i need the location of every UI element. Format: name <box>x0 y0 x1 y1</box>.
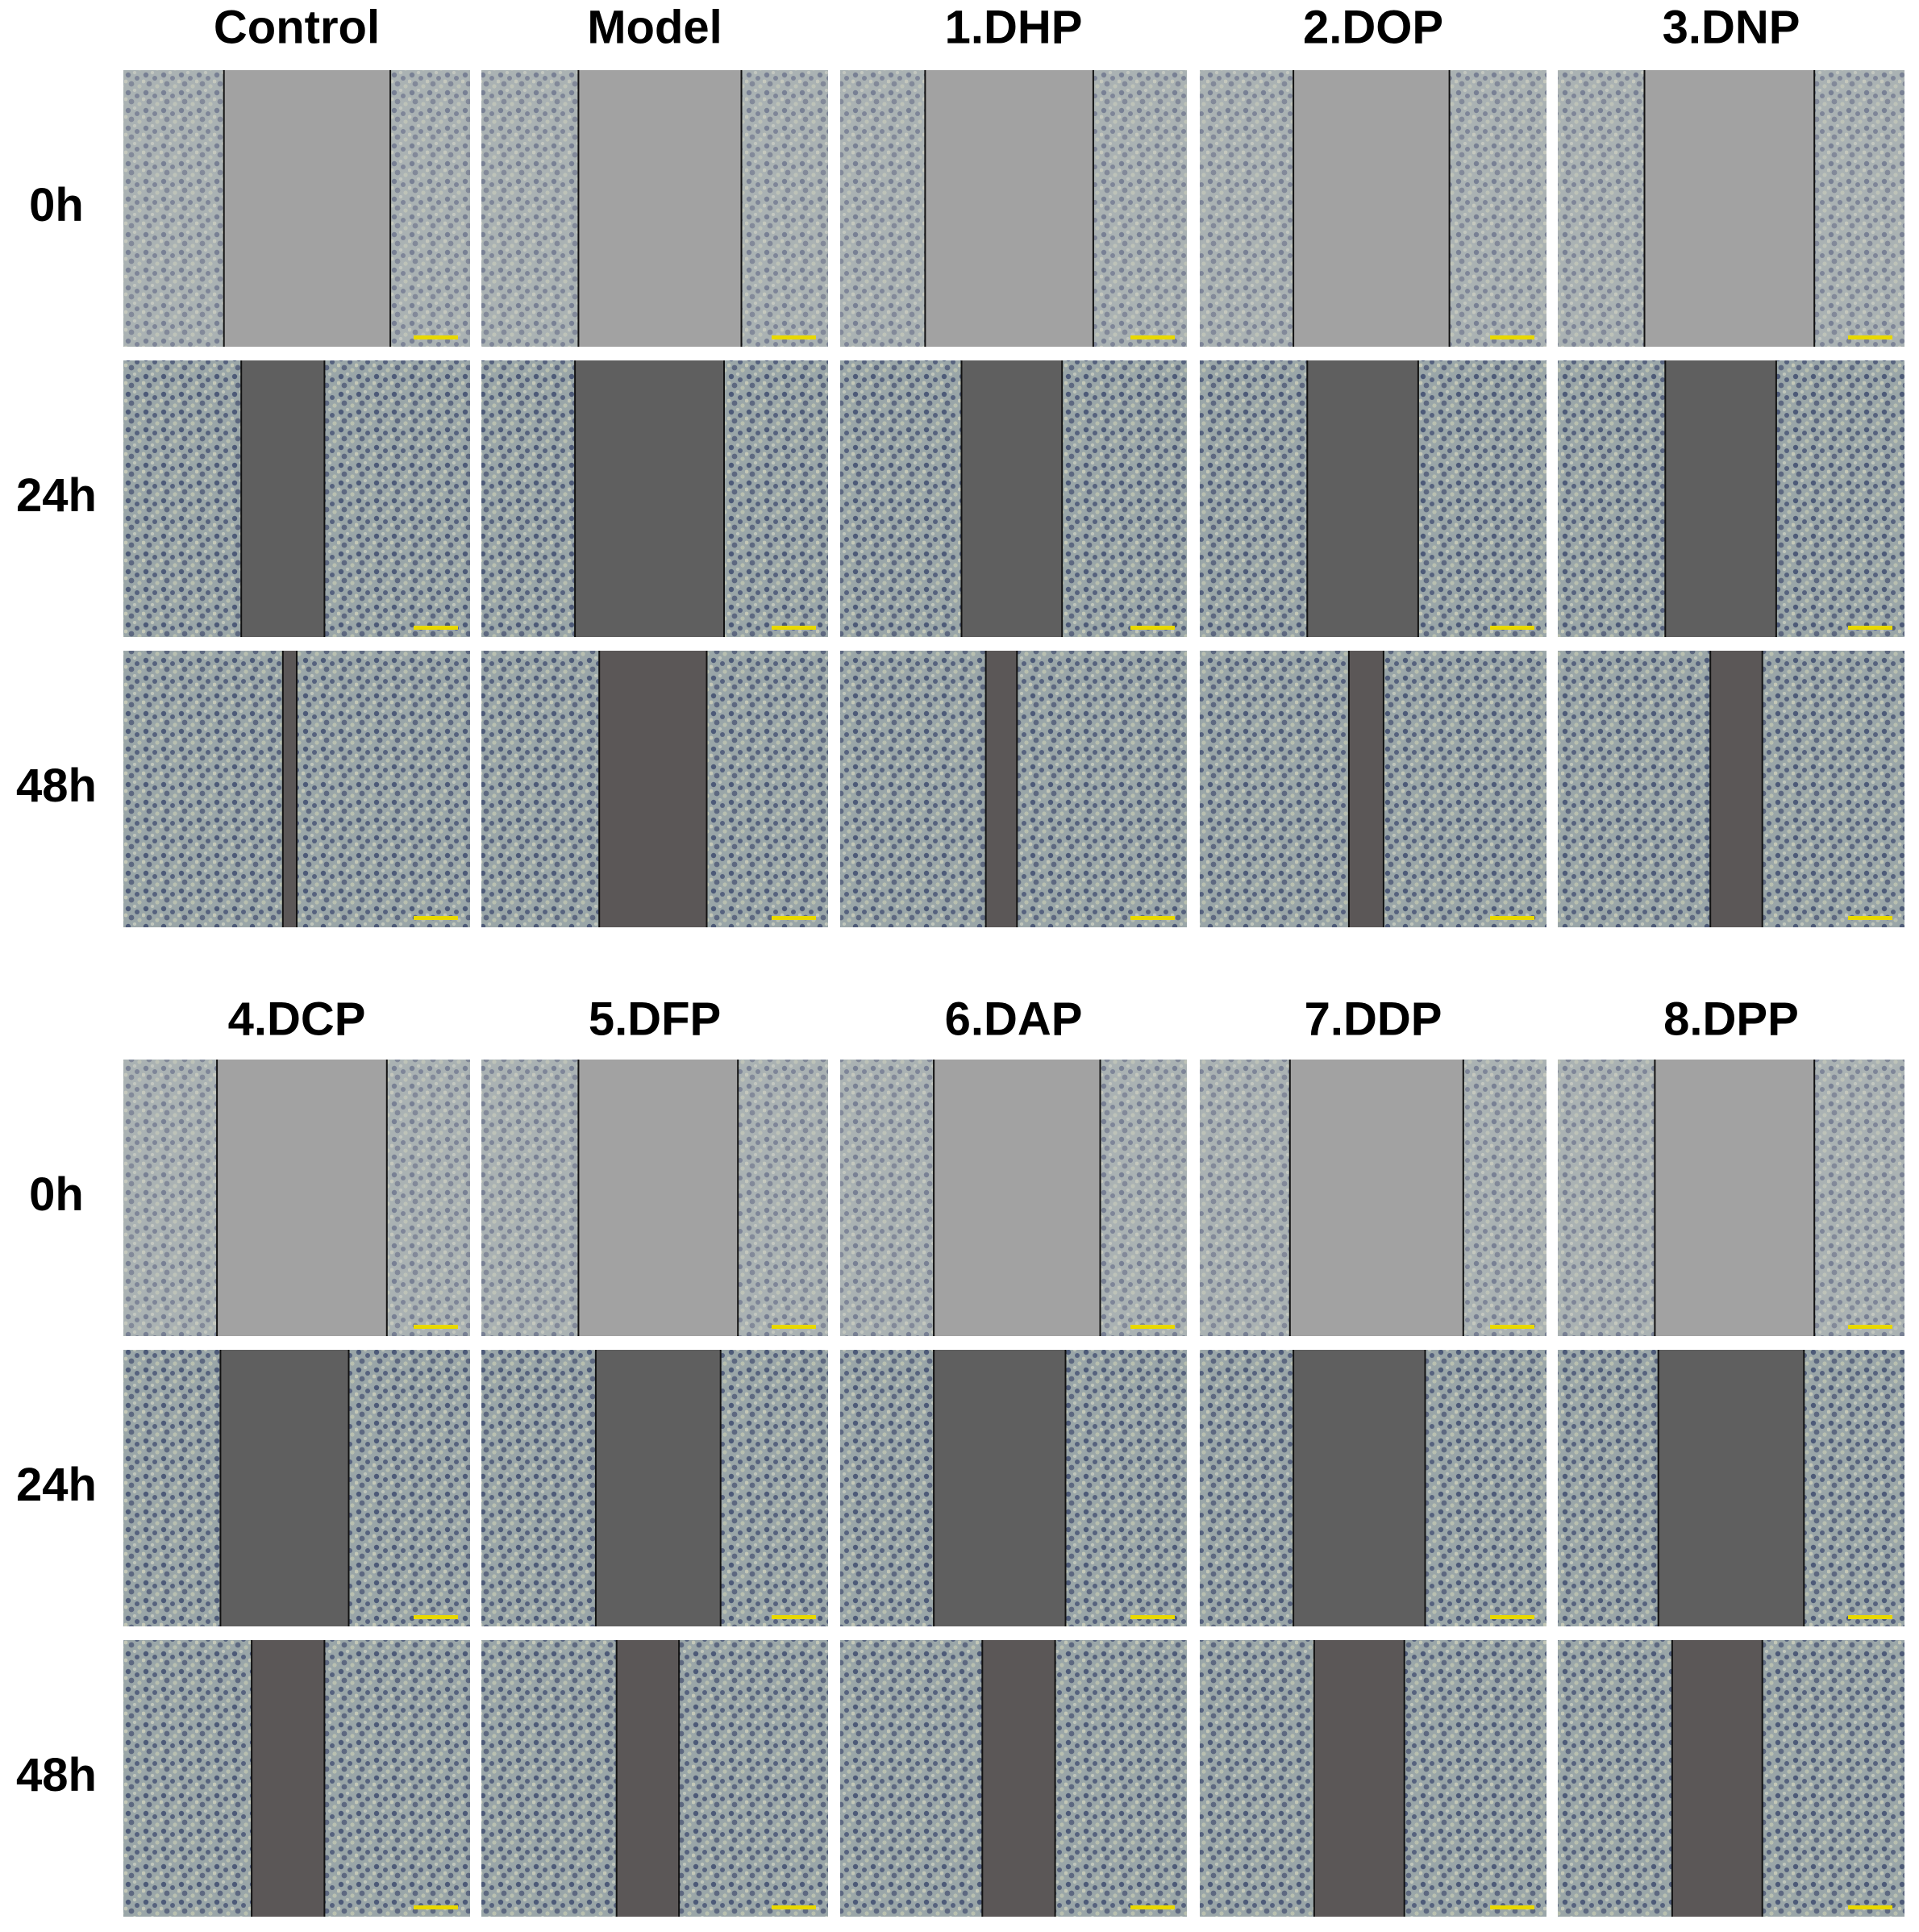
column-label: Model <box>587 1 722 53</box>
scratch-gap <box>223 70 391 347</box>
scale-bar <box>1490 1905 1534 1909</box>
row-label: 24h <box>16 469 97 522</box>
scale-bar <box>414 335 458 339</box>
row-label: 24h <box>16 1459 97 1511</box>
scratch-gap <box>252 1640 325 1917</box>
column-label: Control <box>214 1 380 53</box>
scale-bar <box>772 626 816 630</box>
scale-bar <box>1490 916 1534 920</box>
scale-bar <box>772 916 816 920</box>
column-label: 2.DOP <box>1303 1 1443 53</box>
scratch-gap <box>595 1350 721 1626</box>
scratch-gap <box>1313 1640 1405 1917</box>
column-label: 5.DFP <box>589 993 721 1045</box>
row-label: 0h <box>29 179 84 231</box>
scratch-gap <box>220 1350 349 1626</box>
scale-bar <box>1848 916 1892 920</box>
scratch-gap <box>985 651 1018 927</box>
scale-bar <box>1848 1325 1892 1329</box>
scale-bar <box>772 1325 816 1329</box>
column-label: 4.DCP <box>228 993 366 1045</box>
row-label: 0h <box>29 1168 84 1221</box>
scale-bar <box>1130 1615 1175 1619</box>
scale-bar <box>1130 916 1175 920</box>
scratch-gap <box>282 651 297 927</box>
row-label: 48h <box>16 1749 97 1801</box>
scratch-gap <box>599 651 707 927</box>
scratch-gap <box>934 1350 1066 1626</box>
scale-bar <box>1490 335 1534 339</box>
scratch-gap <box>616 1640 680 1917</box>
scratch-gap <box>925 70 1093 347</box>
scratch-gap <box>1644 70 1815 347</box>
scratch-gap <box>1307 360 1418 637</box>
scratch-gap <box>1289 1060 1463 1336</box>
scale-bar <box>772 1615 816 1619</box>
scratch-gap <box>1293 1350 1426 1626</box>
scale-bar <box>1490 1615 1534 1619</box>
column-label: 7.DDP <box>1305 993 1442 1045</box>
scratch-gap <box>961 360 1063 637</box>
scale-bar <box>1130 335 1175 339</box>
scratch-gap <box>217 1060 387 1336</box>
scale-bar <box>1848 335 1892 339</box>
row-label: 48h <box>16 760 97 812</box>
scratch-gap <box>578 70 742 347</box>
scratch-gap <box>1655 1060 1815 1336</box>
column-label: 1.DHP <box>945 1 1083 53</box>
scale-bar <box>1130 1905 1175 1909</box>
scratch-gap <box>1671 1640 1763 1917</box>
scratch-gap <box>241 360 325 637</box>
scale-bar <box>1848 626 1892 630</box>
scale-bar <box>1130 1325 1175 1329</box>
scale-bar <box>1130 626 1175 630</box>
scale-bar <box>414 1615 458 1619</box>
scale-bar <box>1848 1615 1892 1619</box>
scale-bar <box>772 1905 816 1909</box>
scratch-gap <box>982 1640 1055 1917</box>
scratch-gap <box>1710 651 1763 927</box>
scale-bar <box>772 335 816 339</box>
scratch-gap <box>1348 651 1384 927</box>
scale-bar <box>1490 1325 1534 1329</box>
scale-bar <box>414 916 458 920</box>
scratch-gap <box>1665 360 1776 637</box>
scratch-gap <box>1658 1350 1805 1626</box>
scratch-gap <box>575 360 724 637</box>
scale-bar <box>1848 1905 1892 1909</box>
column-label: 3.DNP <box>1663 1 1800 53</box>
scale-bar <box>1490 626 1534 630</box>
scale-bar <box>414 1905 458 1909</box>
scale-bar <box>414 1325 458 1329</box>
scratch-gap <box>934 1060 1101 1336</box>
column-label: 6.DAP <box>945 993 1083 1045</box>
scratch-gap <box>578 1060 739 1336</box>
scale-bar <box>414 626 458 630</box>
scratch-gap <box>1293 70 1450 347</box>
column-label: 8.DPP <box>1663 993 1799 1045</box>
